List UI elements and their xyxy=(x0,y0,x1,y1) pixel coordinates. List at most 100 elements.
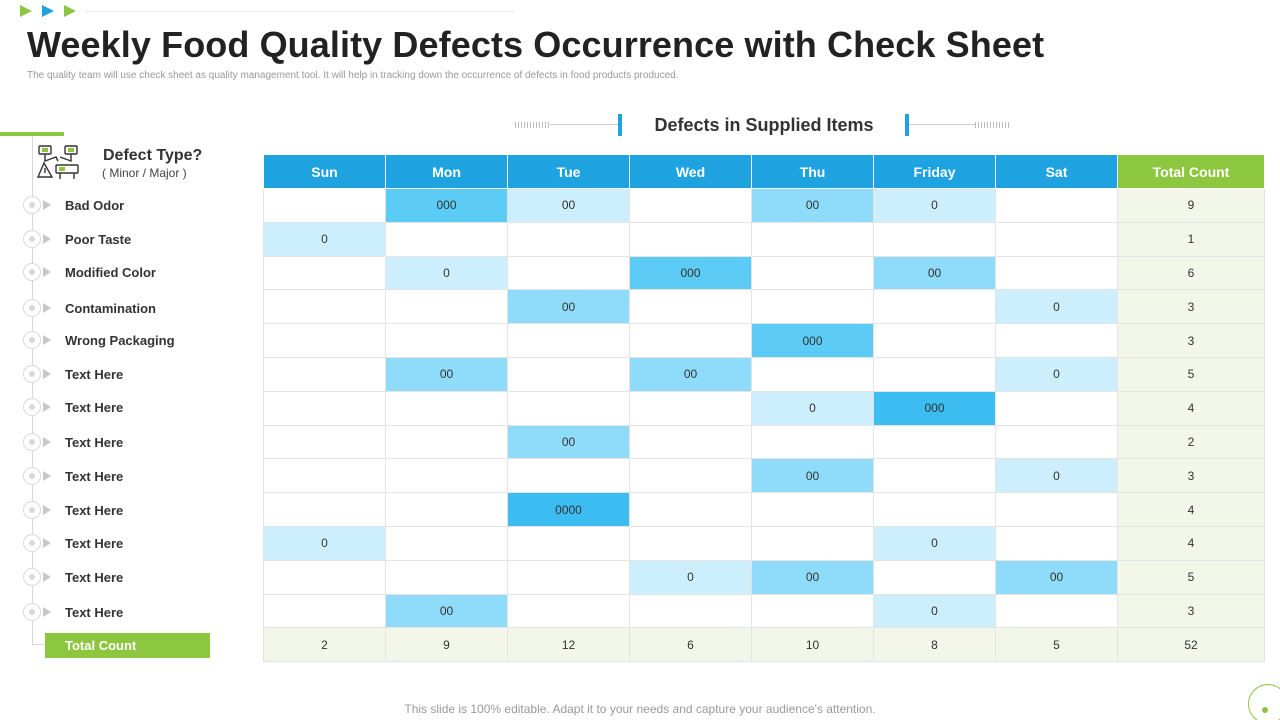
circle-marker-icon xyxy=(23,603,41,621)
table-cell xyxy=(263,255,386,291)
table-cell xyxy=(751,356,874,392)
table-row: 00 2 xyxy=(263,424,1265,460)
table-cell: 00 xyxy=(507,289,630,325)
header-bar-right xyxy=(905,114,909,136)
table-cell xyxy=(263,390,386,426)
row-label-7: Text Here xyxy=(23,397,123,417)
column-header-wed: Wed xyxy=(629,154,752,189)
column-header-tue: Tue xyxy=(507,154,630,189)
table-cell: 000 xyxy=(385,188,508,223)
table-cell xyxy=(263,356,386,392)
row-label-11: Text Here xyxy=(23,533,123,553)
table-cell xyxy=(263,492,386,527)
timeline-foot xyxy=(32,644,46,645)
table-cell: 0 xyxy=(995,356,1118,392)
row-label-8: Text Here xyxy=(23,432,123,452)
triangle-right-icon xyxy=(43,369,51,379)
corner-circle-decoration xyxy=(1248,684,1280,720)
table-cell xyxy=(751,525,874,561)
table-cell xyxy=(873,323,996,358)
circle-marker-icon xyxy=(23,467,41,485)
column-total-cell: 6 xyxy=(629,627,752,663)
table-cell xyxy=(995,188,1118,223)
circle-marker-icon xyxy=(23,534,41,552)
circle-marker-icon xyxy=(23,299,41,317)
row-total-cell: 3 xyxy=(1117,323,1265,358)
row-total-cell: 6 xyxy=(1117,255,1265,291)
table-cell xyxy=(751,424,874,460)
circle-marker-icon xyxy=(23,365,41,383)
table-cell: 0 xyxy=(873,593,996,629)
table-cell xyxy=(995,390,1118,426)
triangle-right-icon xyxy=(43,607,51,617)
defect-type-subtitle: ( Minor / Major ) xyxy=(102,166,187,180)
column-header-friday: Friday xyxy=(873,154,996,189)
table-cell xyxy=(507,255,630,291)
table-cell: 0 xyxy=(385,255,508,291)
table-cell: 0 xyxy=(873,188,996,223)
triangle-right-icon xyxy=(43,572,51,582)
total-count-label: Total Count xyxy=(45,633,210,658)
table-cell xyxy=(507,458,630,494)
table-cell xyxy=(873,289,996,325)
circle-marker-icon xyxy=(23,501,41,519)
table-cell xyxy=(629,323,752,358)
table-cell xyxy=(385,525,508,561)
row-total-cell: 5 xyxy=(1117,559,1265,595)
row-total-cell: 4 xyxy=(1117,390,1265,426)
table-cell xyxy=(507,356,630,392)
table-cell xyxy=(629,221,752,257)
table-cell xyxy=(385,492,508,527)
decorative-line xyxy=(85,11,515,12)
check-sheet-table: Sun Mon Tue Wed Thu Friday Sat Total Cou… xyxy=(263,154,1265,663)
table-cell: 0 xyxy=(995,289,1118,325)
table-cell xyxy=(751,255,874,291)
circle-marker-icon xyxy=(23,263,41,281)
column-total-cell: 5 xyxy=(995,627,1118,663)
page-subtitle: The quality team will use check sheet as… xyxy=(27,70,679,81)
table-cell: 00 xyxy=(751,458,874,494)
page-title: Weekly Food Quality Defects Occurrence w… xyxy=(27,24,1045,65)
row-label-9: Text Here xyxy=(23,466,123,486)
table-cell: 00 xyxy=(507,188,630,223)
column-header-sun: Sun xyxy=(263,154,386,189)
header-line-right xyxy=(909,124,975,125)
circle-marker-icon xyxy=(23,331,41,349)
table-cell xyxy=(507,525,630,561)
triangle-right-icon xyxy=(43,505,51,515)
table-cell: 000 xyxy=(873,390,996,426)
header-bar-left xyxy=(618,114,622,136)
factory-robot-icon xyxy=(36,145,79,179)
table-cell: 00 xyxy=(873,255,996,291)
table-cell: 0 xyxy=(995,458,1118,494)
table-cell xyxy=(263,424,386,460)
table-cell: 00 xyxy=(507,424,630,460)
table-cell xyxy=(263,458,386,494)
header-dots-left xyxy=(515,122,549,128)
row-total-cell: 3 xyxy=(1117,289,1265,325)
circle-marker-icon xyxy=(23,230,41,248)
column-total-cell: 10 xyxy=(751,627,874,663)
column-total-cell: 2 xyxy=(263,627,386,663)
table-cell xyxy=(263,289,386,325)
table-cell xyxy=(995,424,1118,460)
table-cell xyxy=(385,458,508,494)
column-total-cell: 9 xyxy=(385,627,508,663)
table-cell: 0000 xyxy=(507,492,630,527)
table-cell: 00 xyxy=(995,559,1118,595)
triangle-right-icon xyxy=(43,267,51,277)
triangle-right-icon xyxy=(43,303,51,313)
table-cell xyxy=(873,424,996,460)
table-cell xyxy=(507,390,630,426)
table-cell xyxy=(629,525,752,561)
column-total-cell: 52 xyxy=(1117,627,1265,663)
table-cell xyxy=(263,188,386,223)
timeline-line xyxy=(32,136,33,645)
table-row: 0 0 4 xyxy=(263,525,1265,561)
row-label-13: Text Here xyxy=(23,602,123,622)
defect-type-title: Defect Type? xyxy=(103,147,203,164)
